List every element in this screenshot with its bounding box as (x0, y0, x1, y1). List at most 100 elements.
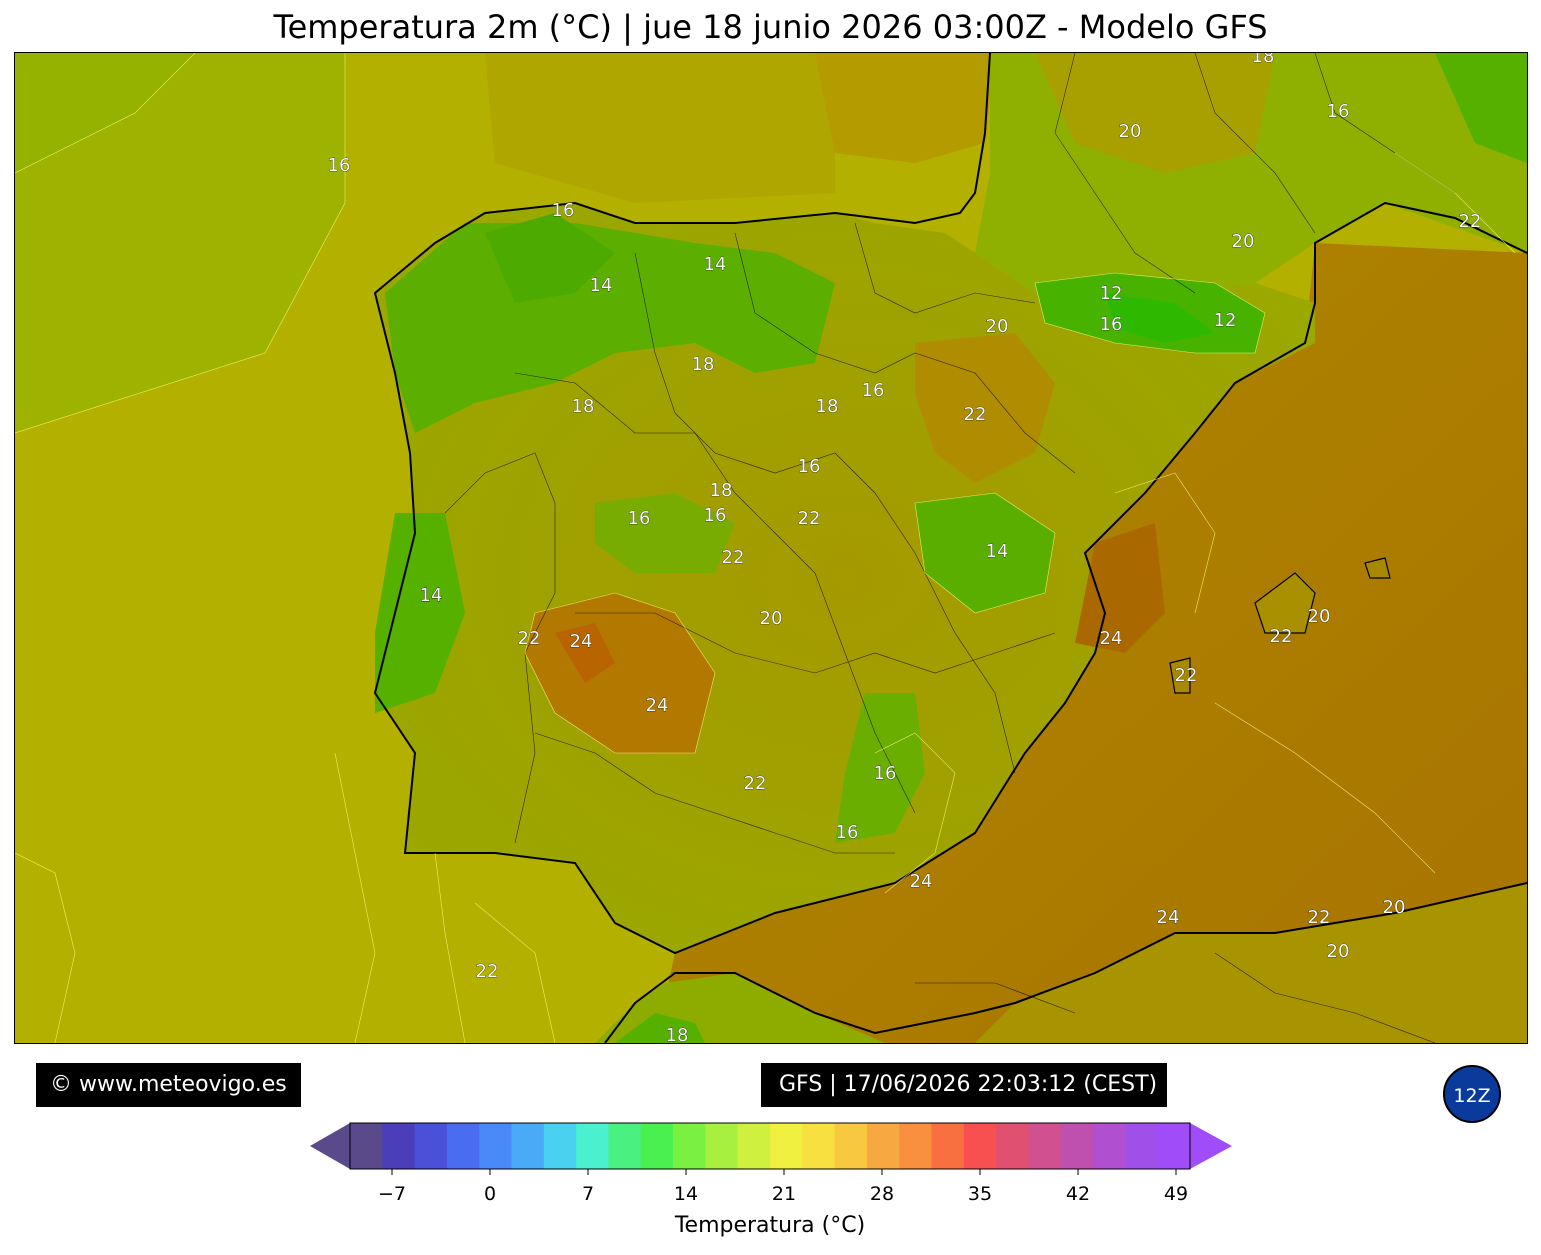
contour-label: 18 (666, 1025, 689, 1043)
colorbar-segment (770, 1123, 803, 1169)
run-cycle-badge: 12Z (1443, 1065, 1501, 1123)
contour-label: 16 (552, 200, 575, 221)
contour-label: 14 (420, 585, 443, 606)
iberian-peninsula (375, 203, 1315, 953)
colorbar-tick-label: 14 (674, 1183, 698, 1205)
contour-label: 16 (836, 822, 859, 843)
colorbar-svg: −7 0 7 14 21 28 35 42 49 Temperatura (°C) (310, 1122, 1232, 1238)
atlantic-north-zone (15, 53, 345, 433)
model-run-info: GFS | 17/06/2026 22:03:12 (CEST) (761, 1063, 1168, 1107)
algeria-land (975, 883, 1527, 1043)
valencia-warm-zone (1075, 523, 1165, 653)
contour-label: 12 (1214, 310, 1237, 331)
contour-label: 18 (816, 396, 839, 417)
galicia-cold-zone (385, 223, 835, 433)
colorbar-segment (802, 1123, 836, 1169)
contour-label: 22 (964, 404, 987, 425)
colorbar-segment (511, 1123, 545, 1169)
contour-label: 16 (1327, 101, 1350, 122)
contour-label: 24 (1100, 628, 1123, 649)
colorbar-tick-label: 35 (968, 1183, 992, 1205)
contour-label: 22 (1459, 211, 1482, 232)
colorbar-min-arrow (310, 1123, 350, 1169)
coastline (373, 53, 1527, 955)
contour-label: 20 (1119, 121, 1142, 142)
ibiza-island (1169, 657, 1191, 694)
biscay-warm-patch (815, 53, 995, 163)
contour-label: 16 (1100, 314, 1123, 335)
colorbar-segment (737, 1123, 771, 1169)
colorbar-segment (382, 1123, 416, 1169)
colorbar-label: Temperatura (°C) (674, 1213, 865, 1238)
contour-label: 20 (986, 316, 1009, 337)
colorbar-segment (414, 1123, 448, 1169)
colorbar-tick-label: −7 (378, 1183, 406, 1205)
contour-label: 14 (704, 254, 727, 275)
france-warm-zone (1035, 53, 1275, 173)
colorbar-segment (963, 1123, 997, 1169)
temperature-colorbar: −7 0 7 14 21 28 35 42 49 Temperatura (°C) (0, 1115, 1541, 1251)
contour-label: 24 (910, 871, 933, 892)
colorbar-segment (1093, 1123, 1126, 1169)
contour-label: 22 (798, 508, 821, 529)
map-canvas: 18 16 20 22 16 20 14 14 14 12 12 20 16 18 18 16 18 22 16 18… (15, 53, 1527, 1043)
contour-label: 20 (1327, 941, 1350, 962)
contour-label: 22 (518, 628, 541, 649)
copyright-label: © www.meteovigo.es (36, 1063, 301, 1107)
contour-label: 16 (862, 380, 885, 401)
cantabria-cold-zone (485, 213, 615, 303)
segura-cold-zone (835, 693, 925, 843)
contour-label: 18 (710, 480, 733, 501)
contour-label: 12 (1100, 283, 1123, 304)
colorbar-segment (543, 1123, 577, 1169)
colorbar-segment (1028, 1123, 1062, 1169)
contour-label: 14 (420, 585, 443, 606)
contour-label: 16 (328, 155, 351, 176)
colorbar-tick-label: 7 (582, 1183, 594, 1205)
contour-label: 18 (1252, 53, 1275, 67)
atlantic-cold-corner (15, 53, 195, 173)
contour-label: 20 (1308, 606, 1331, 627)
colorbar-ticks: −7 0 7 14 21 28 35 42 49 (378, 1169, 1188, 1205)
colorbar-segment (899, 1123, 933, 1169)
contour-label: 18 (572, 396, 595, 417)
colorbar-tick-label: 0 (484, 1183, 496, 1205)
central-cool-zone (595, 493, 735, 573)
colorbar-tick-label: 49 (1164, 1183, 1188, 1205)
contour-label: 22 (722, 547, 745, 568)
colorbar-tick-label: 28 (870, 1183, 894, 1205)
colorbar-segment (350, 1123, 383, 1169)
colorbar-segment (1157, 1123, 1191, 1169)
contour-label: 22 (744, 773, 767, 794)
contour-label: 20 (1383, 897, 1406, 918)
contour-labels: 18 16 20 22 16 20 14 14 14 12 12 20 16 18 18 16 18 22 16 18… (327, 53, 1482, 1043)
iberian-range-cold-zone (915, 493, 1055, 613)
colorbar-segment (673, 1123, 706, 1169)
contour-label: 22 (1308, 907, 1331, 928)
contour-label: 22 (1175, 665, 1198, 686)
contour-label: 16 (704, 505, 727, 526)
mediterranean-sea (655, 243, 1527, 1043)
alps-cold-zone (1435, 53, 1527, 163)
colorbar-segment (834, 1123, 868, 1169)
temperature-map[interactable]: 18 16 20 22 16 20 14 14 14 12 12 20 16 18 18 16 18 22 16 18… (14, 52, 1528, 1044)
colorbar-segment (866, 1123, 900, 1169)
contour-label: 14 (986, 541, 1009, 562)
rif-cold-zone (615, 1013, 705, 1043)
colorbar-segments (350, 1123, 1191, 1169)
contour-label: 24 (1157, 907, 1180, 928)
africa-coastline (604, 882, 1527, 1043)
biscay-zone (485, 53, 835, 203)
colorbar-tick-label: 21 (772, 1183, 796, 1205)
isotherm-lines (15, 53, 1516, 1043)
extremadura-hot-spot (555, 623, 615, 683)
ebro-warm-zone (915, 333, 1055, 483)
colorbar-segment (479, 1123, 513, 1169)
contour-label: 20 (1232, 231, 1255, 252)
colorbar-segment (931, 1123, 965, 1169)
colorbar-segment (446, 1123, 480, 1169)
colorbar-frame (349, 1122, 1191, 1170)
contour-label: 24 (646, 695, 669, 716)
mallorca-island (1254, 572, 1316, 634)
colorbar-segment (996, 1123, 1030, 1169)
